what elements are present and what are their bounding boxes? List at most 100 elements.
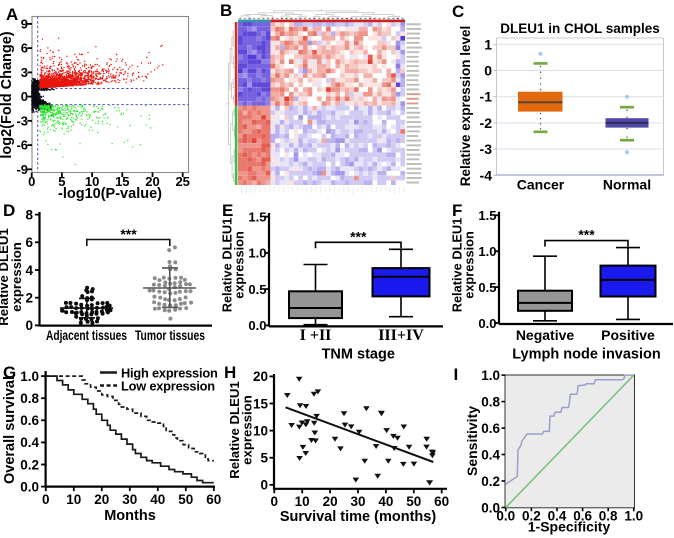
- svg-text:0.0: 0.0: [478, 316, 496, 331]
- svg-text:0.8: 0.8: [481, 394, 500, 409]
- svg-text:0: 0: [28, 174, 35, 189]
- svg-text:1.5: 1.5: [478, 208, 496, 223]
- svg-text:F: F: [452, 201, 462, 220]
- svg-text:30: 30: [350, 494, 365, 509]
- svg-text:5: 5: [260, 451, 268, 466]
- svg-text:2: 2: [25, 291, 33, 306]
- svg-text:0.4: 0.4: [20, 435, 39, 450]
- svg-text:-9: -9: [16, 162, 28, 177]
- svg-text:0.6: 0.6: [20, 413, 39, 428]
- svg-text:0: 0: [42, 492, 50, 507]
- svg-text:0.0: 0.0: [481, 500, 500, 515]
- svg-text:Cancer: Cancer: [517, 177, 565, 193]
- svg-text:0.0: 0.0: [496, 509, 515, 524]
- svg-text:0.5: 0.5: [478, 280, 496, 295]
- svg-text:1.5: 1.5: [248, 209, 266, 224]
- svg-text:Low expression: Low expression: [121, 379, 215, 394]
- svg-text:20: 20: [94, 492, 109, 507]
- svg-text:4: 4: [25, 263, 33, 278]
- svg-text:B: B: [220, 1, 232, 20]
- svg-text:1: 1: [484, 36, 492, 52]
- svg-text:20: 20: [323, 494, 338, 509]
- svg-text:0: 0: [271, 494, 279, 509]
- svg-text:I +II: I +II: [300, 327, 332, 344]
- svg-text:0.8: 0.8: [599, 509, 618, 524]
- svg-text:***: ***: [350, 228, 367, 244]
- svg-text:3: 3: [21, 65, 28, 80]
- svg-text:40: 40: [150, 492, 165, 507]
- svg-text:Relative DLEU1: Relative DLEU1: [227, 381, 242, 478]
- svg-text:10: 10: [85, 174, 99, 189]
- svg-text:***: ***: [578, 227, 595, 243]
- svg-text:0.0: 0.0: [20, 479, 39, 494]
- svg-text:9: 9: [21, 16, 28, 31]
- svg-text:10: 10: [66, 492, 81, 507]
- svg-text:Normal: Normal: [603, 177, 651, 193]
- svg-text:1.0: 1.0: [481, 368, 500, 383]
- svg-text:-2: -2: [480, 115, 493, 131]
- svg-text:0.0: 0.0: [248, 318, 266, 333]
- svg-text:0.8: 0.8: [20, 391, 39, 406]
- svg-text:0.2: 0.2: [481, 474, 500, 489]
- svg-text:Tumor tissues: Tumor tissues: [135, 328, 205, 343]
- svg-text:50: 50: [178, 492, 193, 507]
- svg-text:G: G: [3, 363, 16, 382]
- svg-text:8: 8: [25, 207, 33, 222]
- svg-text:Months: Months: [104, 508, 156, 524]
- svg-text:0.2: 0.2: [20, 457, 39, 472]
- svg-text:6: 6: [25, 235, 33, 250]
- svg-text:Adjacent tissues: Adjacent tissues: [46, 328, 127, 343]
- svg-text:0.4: 0.4: [481, 447, 500, 462]
- svg-text:High expression: High expression: [121, 366, 218, 381]
- svg-text:Overall survival: Overall survival: [2, 376, 18, 484]
- svg-text:30: 30: [122, 492, 137, 507]
- svg-text:10: 10: [295, 494, 310, 509]
- svg-text:60: 60: [206, 492, 221, 507]
- svg-text:Survival time (months): Survival time (months): [280, 509, 436, 525]
- svg-text:expression: expression: [9, 242, 24, 312]
- svg-text:-4: -4: [480, 167, 493, 183]
- svg-text:TNM stage: TNM stage: [322, 347, 395, 363]
- svg-text:-3: -3: [16, 113, 28, 128]
- svg-text:Relative expression level: Relative expression level: [458, 26, 473, 187]
- svg-text:0: 0: [25, 318, 33, 333]
- svg-text:0.6: 0.6: [481, 421, 500, 436]
- svg-text:1-Specificity: 1-Specificity: [528, 519, 611, 535]
- svg-text:1.0: 1.0: [624, 509, 643, 524]
- svg-text:Negative: Negative: [516, 327, 575, 343]
- svg-text:DLEU1 in CHOL samples: DLEU1 in CHOL samples: [500, 21, 660, 36]
- svg-text:III+IV: III+IV: [378, 327, 424, 344]
- svg-text:25: 25: [175, 174, 189, 189]
- svg-text:I: I: [454, 365, 459, 384]
- svg-text:10: 10: [253, 423, 268, 438]
- svg-text:E: E: [222, 201, 233, 220]
- svg-text:expression: expression: [232, 231, 247, 299]
- svg-text:expression: expression: [240, 395, 255, 465]
- svg-text:D: D: [3, 201, 15, 220]
- svg-text:C: C: [452, 2, 464, 21]
- svg-text:0: 0: [21, 89, 28, 104]
- svg-text:Relative DLEU1: Relative DLEU1: [450, 218, 465, 313]
- svg-text:A: A: [6, 5, 18, 24]
- svg-text:6: 6: [21, 41, 28, 56]
- svg-text:Positive: Positive: [601, 327, 655, 343]
- svg-text:-3: -3: [480, 141, 493, 157]
- svg-text:50: 50: [406, 494, 421, 509]
- svg-text:log2(Fold Change): log2(Fold Change): [0, 31, 15, 158]
- svg-text:Lymph node invasion: Lymph node invasion: [512, 347, 661, 363]
- svg-text:-1: -1: [480, 89, 493, 105]
- svg-text:H: H: [224, 363, 236, 382]
- svg-text:1.0: 1.0: [478, 244, 496, 259]
- svg-text:expression: expression: [462, 231, 477, 299]
- svg-text:0: 0: [484, 63, 492, 79]
- svg-text:60: 60: [434, 494, 449, 509]
- svg-text:20: 20: [253, 369, 268, 384]
- svg-text:15: 15: [115, 174, 129, 189]
- svg-text:1.0: 1.0: [20, 369, 39, 384]
- svg-text:0.5: 0.5: [248, 282, 266, 297]
- svg-text:20: 20: [145, 174, 159, 189]
- svg-text:-6: -6: [16, 138, 28, 153]
- svg-text:Relative DLEU1: Relative DLEU1: [220, 218, 235, 313]
- svg-text:5: 5: [58, 174, 65, 189]
- svg-text:15: 15: [253, 396, 269, 411]
